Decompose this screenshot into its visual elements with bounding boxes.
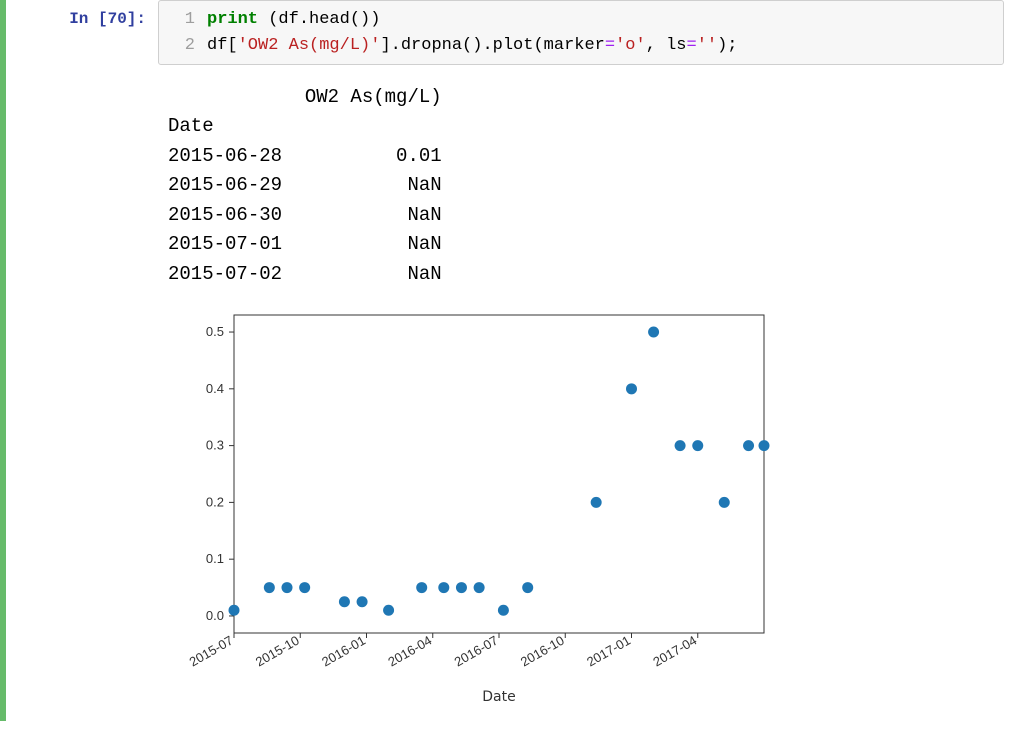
ytick-label: 0.5 (206, 324, 224, 339)
notebook-cell: In [70]: 1print (df.head())2df['OW2 As(m… (0, 0, 1024, 721)
cell-prompt: In [70]: (6, 0, 158, 721)
data-point (648, 327, 659, 338)
ytick-label: 0.3 (206, 438, 224, 453)
code-text[interactable]: print (df.head()) (207, 7, 380, 33)
xtick-label: 2017-01 (584, 633, 633, 670)
ytick-label: 0.4 (206, 381, 224, 396)
plot-area (234, 315, 764, 633)
xtick-label: 2015-07 (187, 633, 236, 670)
xtick-label: 2016-01 (319, 633, 368, 670)
data-point (626, 383, 637, 394)
xtick-label: 2015-10 (253, 633, 302, 670)
data-point (357, 596, 368, 607)
data-point (282, 582, 293, 593)
xtick-label: 2017-04 (650, 633, 699, 670)
code-line[interactable]: 1print (df.head()) (167, 7, 995, 33)
code-line[interactable]: 2df['OW2 As(mg/L)'].dropna().plot(marker… (167, 33, 995, 59)
text-output: OW2 As(mg/L) Date 2015-06-28 0.01 2015-0… (158, 65, 1004, 297)
x-axis-label: Date (482, 689, 515, 705)
xtick-label: 2016-07 (452, 633, 501, 670)
data-point (438, 582, 449, 593)
data-point (339, 596, 350, 607)
scatter-chart: 0.0 0.1 0.2 0.3 0.4 0.5 2015-07 2015-10 2016-01 2… (168, 301, 778, 721)
data-point (498, 605, 509, 616)
ytick-label: 0.2 (206, 494, 224, 509)
line-number: 2 (167, 33, 207, 59)
data-point (743, 440, 754, 451)
line-number: 1 (167, 7, 207, 33)
xtick-label: 2016-10 (518, 633, 567, 670)
data-point (759, 440, 770, 451)
data-point (456, 582, 467, 593)
code-text[interactable]: df['OW2 As(mg/L)'].dropna().plot(marker=… (207, 33, 738, 59)
data-point (383, 605, 394, 616)
data-point (229, 605, 240, 616)
code-input[interactable]: 1print (df.head())2df['OW2 As(mg/L)'].dr… (158, 0, 1004, 65)
data-point (474, 582, 485, 593)
chart-output: 0.0 0.1 0.2 0.3 0.4 0.5 2015-07 2015-10 2016-01 2… (158, 297, 1004, 721)
data-point (299, 582, 310, 593)
data-point (264, 582, 275, 593)
data-point (675, 440, 686, 451)
data-point (692, 440, 703, 451)
ytick-label: 0.1 (206, 551, 224, 566)
data-point (416, 582, 427, 593)
data-point (522, 582, 533, 593)
ytick-label: 0.0 (206, 608, 224, 623)
cell-main: 1print (df.head())2df['OW2 As(mg/L)'].dr… (158, 0, 1024, 721)
xtick-label: 2016-04 (385, 633, 434, 670)
data-point (719, 497, 730, 508)
data-point (591, 497, 602, 508)
